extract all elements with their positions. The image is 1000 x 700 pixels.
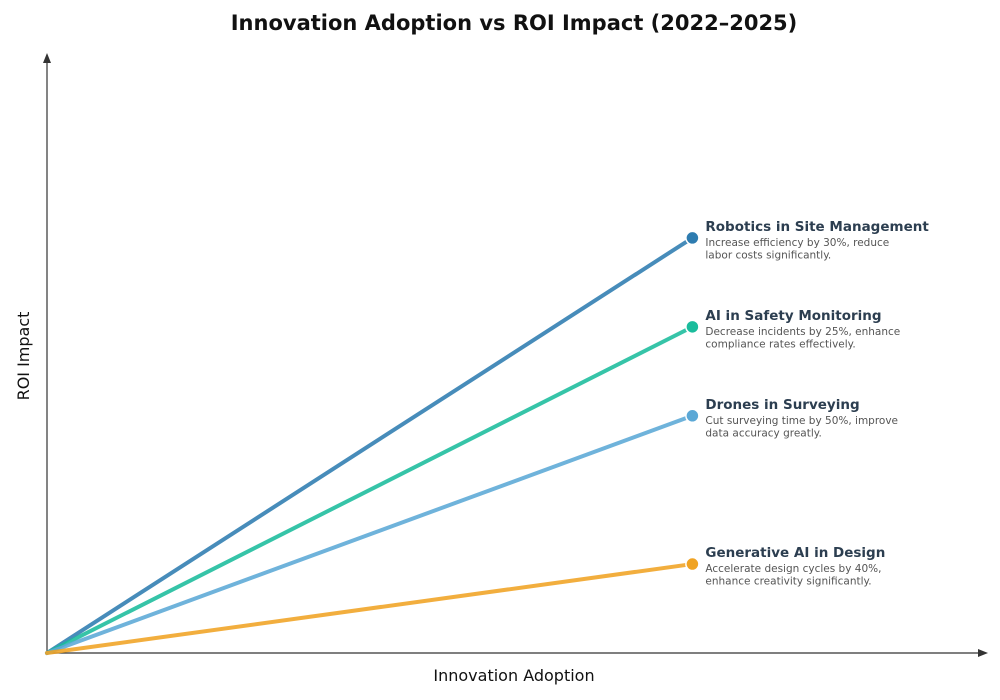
series-description-generative-ai-in-design: Accelerate design cycles by 40%,: [705, 563, 881, 575]
series-end-point-generative-ai-in-design: [685, 556, 700, 572]
x-axis-label: Innovation Adoption: [433, 666, 594, 685]
series-description-robotics-in-site-management: labor costs significantly.: [705, 249, 831, 261]
series-description-ai-in-safety-monitoring: Decrease incidents by 25%, enhance: [705, 326, 900, 338]
series-description-drones-in-surveying: data accuracy greatly.: [705, 427, 821, 439]
series-description-robotics-in-site-management: Increase efficiency by 30%, reduce: [705, 237, 889, 249]
series-end-point-ai-in-safety-monitoring: [685, 319, 700, 335]
chart-title: Innovation Adoption vs ROI Impact (2022–…: [231, 11, 798, 35]
series-line-drones-in-surveying: [45, 413, 695, 655]
series-description-generative-ai-in-design: enhance creativity significantly.: [705, 576, 871, 588]
series-label-robotics-in-site-management: Robotics in Site Management: [705, 219, 929, 235]
series-end-point-robotics-in-site-management: [685, 230, 700, 246]
series-line-ai-in-safety-monitoring: [45, 324, 695, 655]
series-layer: Robotics in Site Management Increase effi…: [45, 219, 929, 655]
series-line-robotics-in-site-management: [45, 235, 695, 655]
series-line-generative-ai-in-design: [45, 562, 695, 655]
y-axis-label: ROI Impact: [14, 312, 33, 401]
series-end-point-drones-in-surveying: [685, 408, 700, 424]
series-description-ai-in-safety-monitoring: compliance rates effectively.: [705, 338, 855, 350]
series-label-generative-ai-in-design: Generative AI in Design: [705, 545, 885, 561]
series-description-drones-in-surveying: Cut surveying time by 50%, improve: [705, 415, 898, 427]
series-label-ai-in-safety-monitoring: AI in Safety Monitoring: [705, 308, 881, 324]
series-label-drones-in-surveying: Drones in Surveying: [705, 397, 859, 413]
